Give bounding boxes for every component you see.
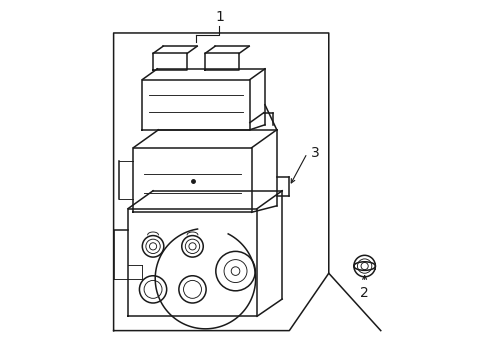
- Text: 2: 2: [360, 286, 368, 300]
- Text: 1: 1: [215, 10, 224, 24]
- Text: 3: 3: [310, 146, 319, 160]
